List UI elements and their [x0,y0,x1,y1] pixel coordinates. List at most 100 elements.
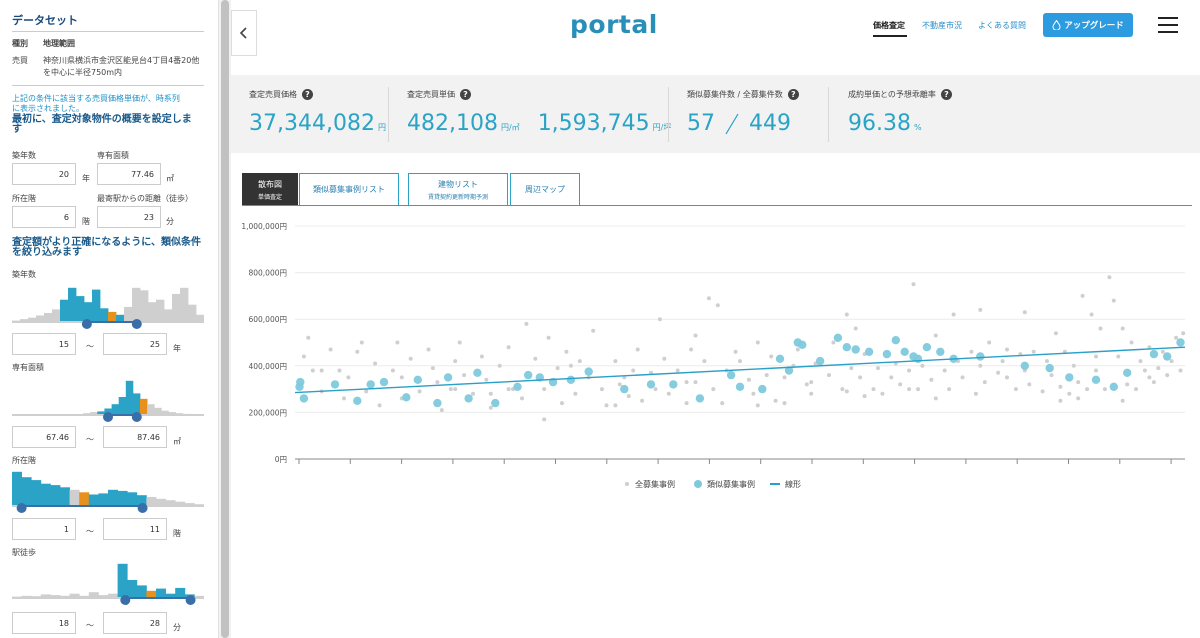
slider-handle[interactable] [120,595,131,605]
data-point-all [555,366,560,371]
scatter-chart[interactable]: 1,000,000円 800,000円 600,000円 400,000円 200,00… [235,212,1195,512]
histogram-bar [127,580,138,598]
histogram-bar [156,299,165,322]
data-point-similar [864,347,874,356]
age-input[interactable]: 20 [12,163,76,185]
legend-all-marker [625,482,629,486]
data-point-all [346,375,351,380]
data-point-similar [464,394,473,403]
upgrade-button[interactable]: アップグレード [1043,13,1133,37]
histogram-bar [147,404,155,415]
data-point-all [560,401,564,406]
filter-age-max-input[interactable]: 25 [103,333,167,355]
histogram-bar [20,319,29,322]
data-point-all [782,375,787,380]
data-point-all [600,387,604,392]
data-point-all [916,387,920,392]
stat-unit-price-value: 482,108 円/㎡ 1,593,745 円/坪 [407,111,672,136]
help-icon[interactable]: ? [940,89,952,100]
data-point-all [1094,354,1098,359]
slider-handle[interactable] [131,319,142,329]
data-point-all [702,359,707,364]
stat-deviation-value: 96.38% [848,111,922,136]
filter-floor-min-input[interactable]: 1 [12,518,76,540]
data-point-all [1031,349,1036,354]
data-point-similar [433,398,442,408]
data-point-similar [402,393,411,402]
data-point-similar [1176,338,1185,347]
slider-handle[interactable] [81,319,92,329]
data-point-all [876,366,880,371]
filter-station-min-input[interactable]: 18 [12,612,76,634]
slider-handle[interactable] [137,503,148,513]
data-point-all [746,377,751,382]
tab-scatter[interactable]: 散布図 単価査定 [242,173,298,206]
data-point-all [1120,398,1125,403]
histogram-bar [108,489,118,506]
data-point-all [1053,331,1058,336]
slider-handle[interactable] [131,412,142,422]
histogram-bar [92,289,101,322]
histogram-bar [194,595,204,598]
area-input[interactable]: 77.46 [97,163,161,185]
data-point-all [684,380,689,385]
data-point-all [573,391,578,396]
nav-item-market[interactable]: 不動産市況 [922,21,962,30]
filter-area-histogram[interactable] [12,375,204,425]
filter-area-min-input[interactable]: 67.46 [12,426,76,448]
data-point-all [684,401,689,406]
collapse-sidebar-button[interactable] [231,10,257,56]
filter-age-min-input[interactable]: 15 [12,333,76,355]
data-point-similar [1065,373,1074,382]
histogram-bar [21,595,32,598]
data-point-all [795,347,800,352]
divider [388,87,389,142]
histogram-bar [146,590,157,598]
hamburger-menu-icon[interactable] [1158,16,1178,34]
help-icon[interactable]: ? [460,89,471,100]
help-icon[interactable]: ? [787,89,799,100]
histogram-bar [108,311,117,322]
data-point-all [306,335,311,340]
filter-station-histogram[interactable] [12,558,204,608]
filter-area-max-input[interactable]: 87.46 [103,426,167,448]
histogram-bar [31,480,42,506]
data-point-all [898,382,903,387]
data-point-all [738,359,742,364]
data-point-all [657,317,662,322]
histogram-bar [100,308,109,322]
filter-floor-histogram[interactable] [12,466,204,516]
data-point-similar [726,370,736,380]
nav-item-assessment[interactable]: 価格査定 [873,21,905,30]
filter-station-max-input[interactable]: 28 [103,612,167,634]
histogram-bar [165,593,176,598]
sidebar-scrollbar-thumb[interactable] [221,0,229,638]
nav-item-faq[interactable]: よくある質問 [978,21,1026,30]
data-point-all [1120,326,1125,331]
logo[interactable]: portal [570,10,658,39]
data-point-all [1013,387,1018,392]
age-label: 築年数 [12,151,36,160]
tab-underline [242,205,1192,206]
histogram-bar [90,412,98,415]
tab-similar-list[interactable]: 類似募集事例リスト [299,173,399,206]
filter-age-histogram[interactable] [12,282,204,332]
slider-handle[interactable] [16,503,27,513]
slider-handle[interactable] [103,412,113,422]
data-point-all [1147,345,1152,350]
help-icon[interactable]: ? [302,89,313,100]
tab-map[interactable]: 周辺マップ [510,173,580,206]
divider [12,31,204,32]
slider-handle[interactable] [185,595,196,605]
filter-floor-max-input[interactable]: 11 [103,518,167,540]
floor-input[interactable]: 6 [12,206,76,228]
histogram-bar [50,595,61,598]
sidebar-scrollbar[interactable] [219,0,231,638]
tab-building-list[interactable]: 建物リスト 賃貸契約更新時期予測 [408,173,508,206]
histogram-bar [156,588,166,598]
data-point-all [973,391,978,396]
data-point-all [827,373,831,378]
data-point-all [613,403,618,408]
station-input[interactable]: 23 [97,206,161,228]
filter-station-unit: 分 [173,623,181,632]
